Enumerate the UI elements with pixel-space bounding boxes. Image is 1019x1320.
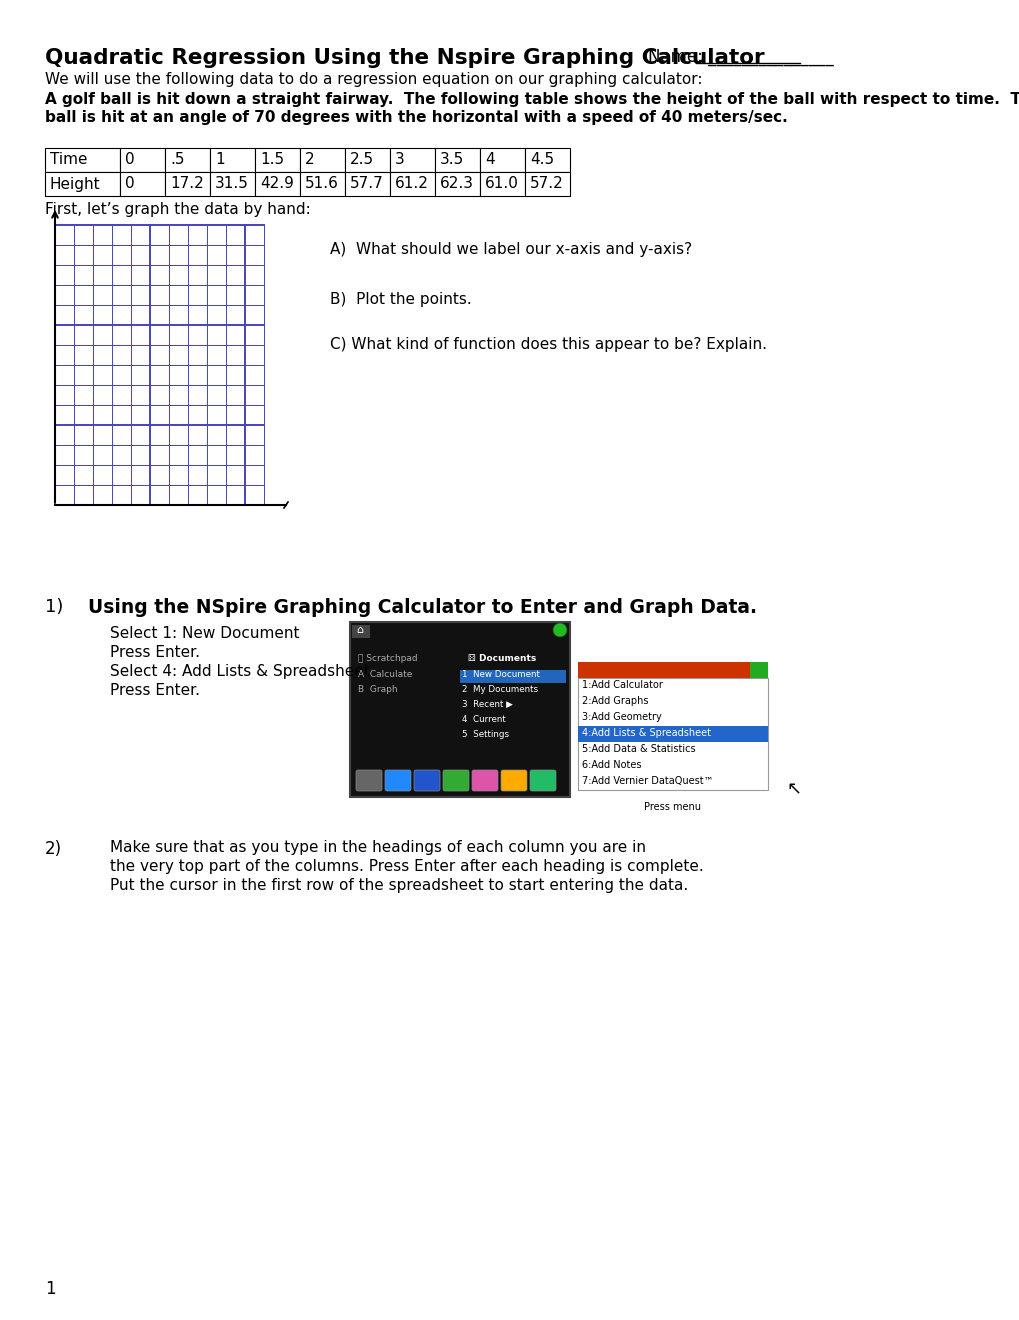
Text: A golf ball is hit down a straight fairway.  The following table shows the heigh: A golf ball is hit down a straight fairw…	[45, 92, 1019, 107]
Text: 4.5: 4.5	[530, 153, 553, 168]
Text: ⌂: ⌂	[356, 624, 363, 635]
Bar	[210, 172, 255, 195]
Bar	[344, 148, 389, 172]
Text: 1  New Document: 1 New Document	[462, 671, 539, 678]
Text: A  Calculate: A Calculate	[358, 671, 412, 678]
Text: 2.5: 2.5	[350, 153, 374, 168]
FancyBboxPatch shape	[472, 770, 497, 791]
Bar	[389, 172, 434, 195]
Circle shape	[552, 623, 567, 638]
Text: the very top part of the columns. Press Enter after each heading is complete.: the very top part of the columns. Press …	[110, 859, 703, 874]
Text: 5  Settings: 5 Settings	[462, 730, 508, 739]
Bar	[210, 148, 255, 172]
Bar	[434, 172, 480, 195]
Bar	[525, 172, 570, 195]
Text: 1): 1)	[45, 598, 63, 616]
Text: 4: 4	[484, 153, 494, 168]
Text: Make sure that as you type in the headings of each column you are in: Make sure that as you type in the headin…	[110, 840, 645, 855]
Bar	[300, 148, 344, 172]
Text: 4:Add Lists & Spreadsheet: 4:Add Lists & Spreadsheet	[582, 729, 710, 738]
FancyBboxPatch shape	[414, 770, 439, 791]
Text: 5:Add Data & Statistics: 5:Add Data & Statistics	[582, 744, 695, 754]
Bar	[120, 148, 165, 172]
Text: 6:Add Notes: 6:Add Notes	[582, 760, 641, 770]
Text: Select 4: Add Lists & Spreadsheet: Select 4: Add Lists & Spreadsheet	[110, 664, 370, 678]
Text: Put the cursor in the first row of the spreadsheet to start entering the data.: Put the cursor in the first row of the s…	[110, 878, 688, 894]
Bar	[749, 663, 767, 678]
Text: 62.3: 62.3	[439, 177, 474, 191]
Text: Press Enter.: Press Enter.	[110, 645, 200, 660]
Text: 0: 0	[125, 177, 135, 191]
Bar	[300, 172, 344, 195]
Text: 2:Add Graphs: 2:Add Graphs	[582, 696, 648, 706]
Text: Press Enter.: Press Enter.	[110, 682, 200, 698]
Text: C) What kind of function does this appear to be? Explain.: C) What kind of function does this appea…	[330, 337, 766, 352]
FancyBboxPatch shape	[500, 770, 527, 791]
Text: 3: 3	[394, 153, 405, 168]
Bar	[45, 148, 120, 172]
Bar	[578, 663, 749, 678]
FancyBboxPatch shape	[384, 770, 411, 791]
Text: 1.5: 1.5	[260, 153, 284, 168]
Text: 57.7: 57.7	[350, 177, 383, 191]
Text: 🔒 Scratchpad: 🔒 Scratchpad	[358, 653, 417, 663]
Text: Select 1: New Document: Select 1: New Document	[110, 626, 300, 642]
Text: 2: 2	[305, 153, 314, 168]
Text: 3:Add Geometry: 3:Add Geometry	[582, 711, 661, 722]
Bar	[255, 172, 300, 195]
Text: Height: Height	[50, 177, 101, 191]
Text: ⚄ Documents: ⚄ Documents	[468, 653, 536, 663]
Text: 61.2: 61.2	[394, 177, 428, 191]
Text: 42.9: 42.9	[260, 177, 293, 191]
Bar	[344, 172, 389, 195]
Text: 31.5: 31.5	[215, 177, 249, 191]
Text: B)  Plot the points.: B) Plot the points.	[330, 292, 471, 308]
Text: 4  Current: 4 Current	[462, 715, 505, 723]
Text: Time: Time	[50, 153, 88, 168]
Bar	[578, 726, 767, 742]
Bar	[350, 622, 570, 797]
Text: 57.2: 57.2	[530, 177, 564, 191]
Bar	[120, 172, 165, 195]
Text: 1:Add Calculator: 1:Add Calculator	[582, 680, 662, 690]
Text: 51.6: 51.6	[305, 177, 338, 191]
Text: Using the NSpire Graphing Calculator to Enter and Graph Data.: Using the NSpire Graphing Calculator to …	[88, 598, 756, 616]
Text: Name: _______________: Name: _______________	[647, 48, 833, 66]
Bar	[389, 148, 434, 172]
Text: 3  Recent ▶: 3 Recent ▶	[462, 700, 513, 709]
Text: A)  What should we label our x-axis and y-axis?: A) What should we label our x-axis and y…	[330, 242, 692, 257]
FancyBboxPatch shape	[356, 770, 382, 791]
Text: 3.5: 3.5	[439, 153, 464, 168]
Text: 1: 1	[45, 1280, 56, 1298]
Bar	[578, 678, 767, 789]
Text: .5: .5	[170, 153, 184, 168]
Text: ↖: ↖	[786, 780, 800, 799]
Text: First, let’s graph the data by hand:: First, let’s graph the data by hand:	[45, 202, 311, 216]
Bar	[434, 148, 480, 172]
Bar	[480, 148, 525, 172]
Bar	[255, 148, 300, 172]
Text: ball is hit at an angle of 70 degrees with the horizontal with a speed of 40 met: ball is hit at an angle of 70 degrees wi…	[45, 110, 787, 125]
Text: B  Graph: B Graph	[358, 685, 397, 694]
FancyBboxPatch shape	[442, 770, 469, 791]
Text: 61.0: 61.0	[484, 177, 519, 191]
Text: 2): 2)	[45, 840, 62, 858]
Text: Press menu: Press menu	[644, 803, 701, 812]
FancyBboxPatch shape	[530, 770, 555, 791]
Bar	[460, 671, 566, 682]
Bar	[165, 148, 210, 172]
Text: 17.2: 17.2	[170, 177, 204, 191]
Text: 1: 1	[215, 153, 224, 168]
Text: 2  My Documents: 2 My Documents	[462, 685, 538, 694]
Text: 0: 0	[125, 153, 135, 168]
Bar	[165, 172, 210, 195]
Text: 7:Add Vernier DataQuest™: 7:Add Vernier DataQuest™	[582, 776, 712, 785]
Bar	[480, 172, 525, 195]
Bar	[525, 148, 570, 172]
Text: We will use the following data to do a regression equation on our graphing calcu: We will use the following data to do a r…	[45, 73, 702, 87]
Bar	[352, 624, 370, 638]
Bar	[45, 172, 120, 195]
Text: Quadratic Regression Using the Nspire Graphing Calculator: Quadratic Regression Using the Nspire Gr…	[45, 48, 764, 69]
